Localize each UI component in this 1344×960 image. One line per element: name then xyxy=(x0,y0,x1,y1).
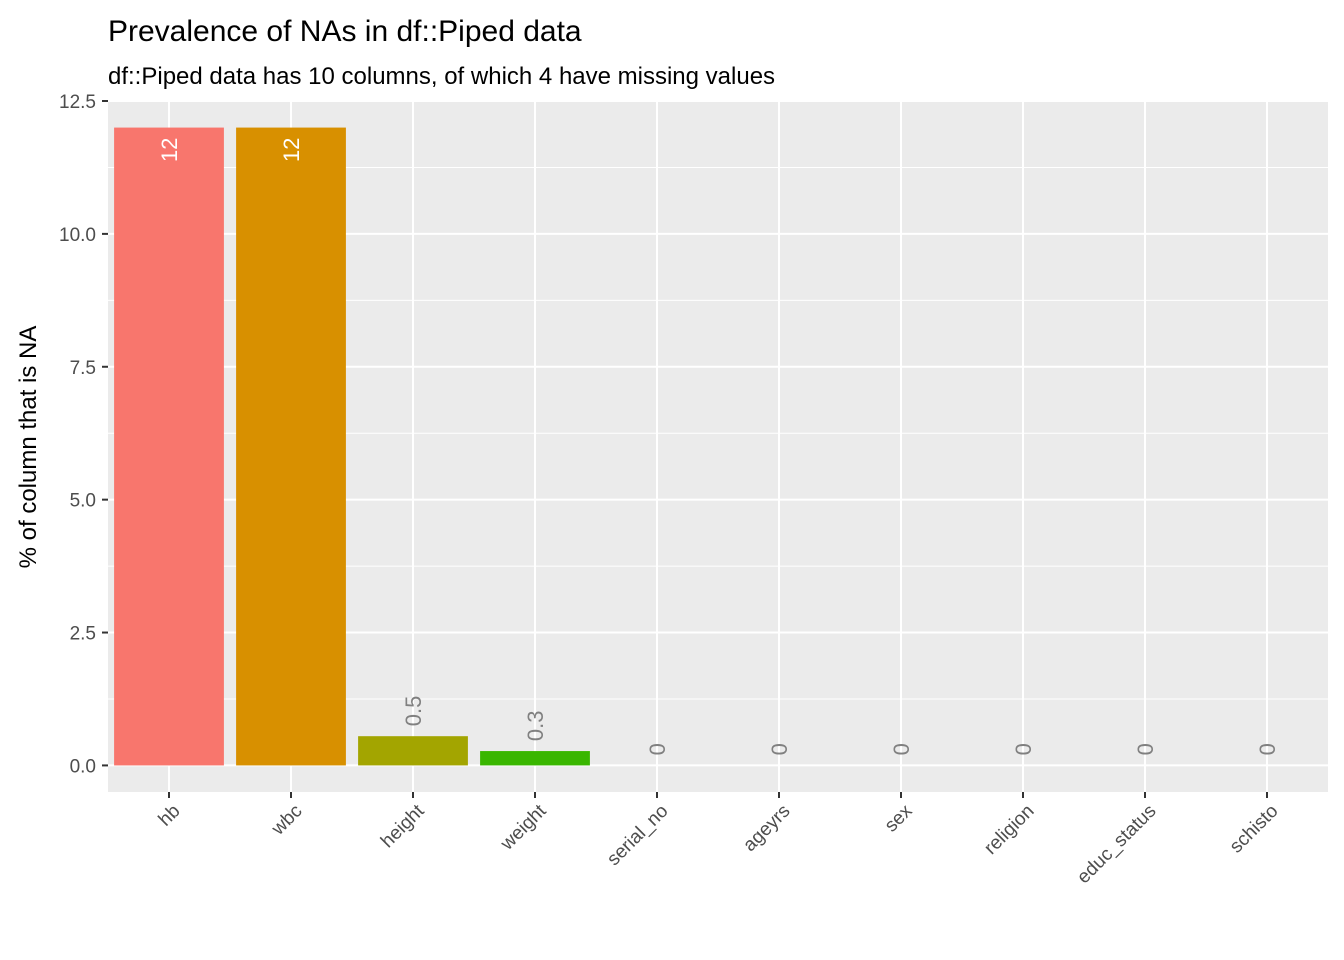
data-label-height: 0.5 xyxy=(401,696,426,727)
data-label-educ_status: 0 xyxy=(1133,743,1158,755)
bar-weight xyxy=(480,751,590,766)
data-labels: 12 12 0.5 0.3 0 0 0 0 0 0 xyxy=(157,138,1280,756)
y-axis-title: % of column that is NA xyxy=(15,326,42,569)
y-tick-label: 10.0 xyxy=(59,225,96,246)
x-tick-label-educ_status: educ_status xyxy=(1073,801,1160,888)
y-axis: 0.0 2.5 5.0 7.5 10.0 12.5 xyxy=(59,92,108,777)
x-tick-label-sex: sex xyxy=(881,800,917,836)
bar-height xyxy=(358,736,468,766)
x-tick-label-ageyrs: ageyrs xyxy=(739,801,794,856)
data-label-ageyrs: 0 xyxy=(767,743,792,755)
x-axis: hb wbc height weight serial_no ageyrs sex relig… xyxy=(155,792,1283,888)
bars xyxy=(114,127,590,766)
data-label-sex: 0 xyxy=(889,743,914,755)
chart-title: Prevalence of NAs in df::Piped data xyxy=(108,15,582,48)
data-label-serial_no: 0 xyxy=(645,743,670,755)
x-tick-label-height: height xyxy=(377,800,429,852)
x-tick-label-schisto: schisto xyxy=(1226,801,1283,858)
data-label-weight: 0.3 xyxy=(523,710,548,741)
x-tick-label-weight: weight xyxy=(496,800,551,855)
data-label-schisto: 0 xyxy=(1255,743,1280,755)
y-tick-label: 5.0 xyxy=(70,491,96,512)
data-label-wbc: 12 xyxy=(279,138,304,162)
chart-subtitle: df::Piped data has 10 columns, of which … xyxy=(108,63,775,90)
x-tick-label-hb: hb xyxy=(155,801,185,831)
y-tick-label: 7.5 xyxy=(70,358,96,379)
bar-wbc xyxy=(236,127,346,766)
x-tick-label-religion: religion xyxy=(980,801,1038,859)
x-tick-label-wbc: wbc xyxy=(267,801,306,840)
data-label-religion: 0 xyxy=(1011,743,1036,755)
y-tick-label: 12.5 xyxy=(59,92,96,113)
x-tick-label-serial_no: serial_no xyxy=(603,801,672,870)
y-tick-label: 2.5 xyxy=(70,624,96,645)
y-tick-label: 0.0 xyxy=(70,756,96,777)
data-label-hb: 12 xyxy=(157,138,182,162)
bar-hb xyxy=(114,127,224,766)
